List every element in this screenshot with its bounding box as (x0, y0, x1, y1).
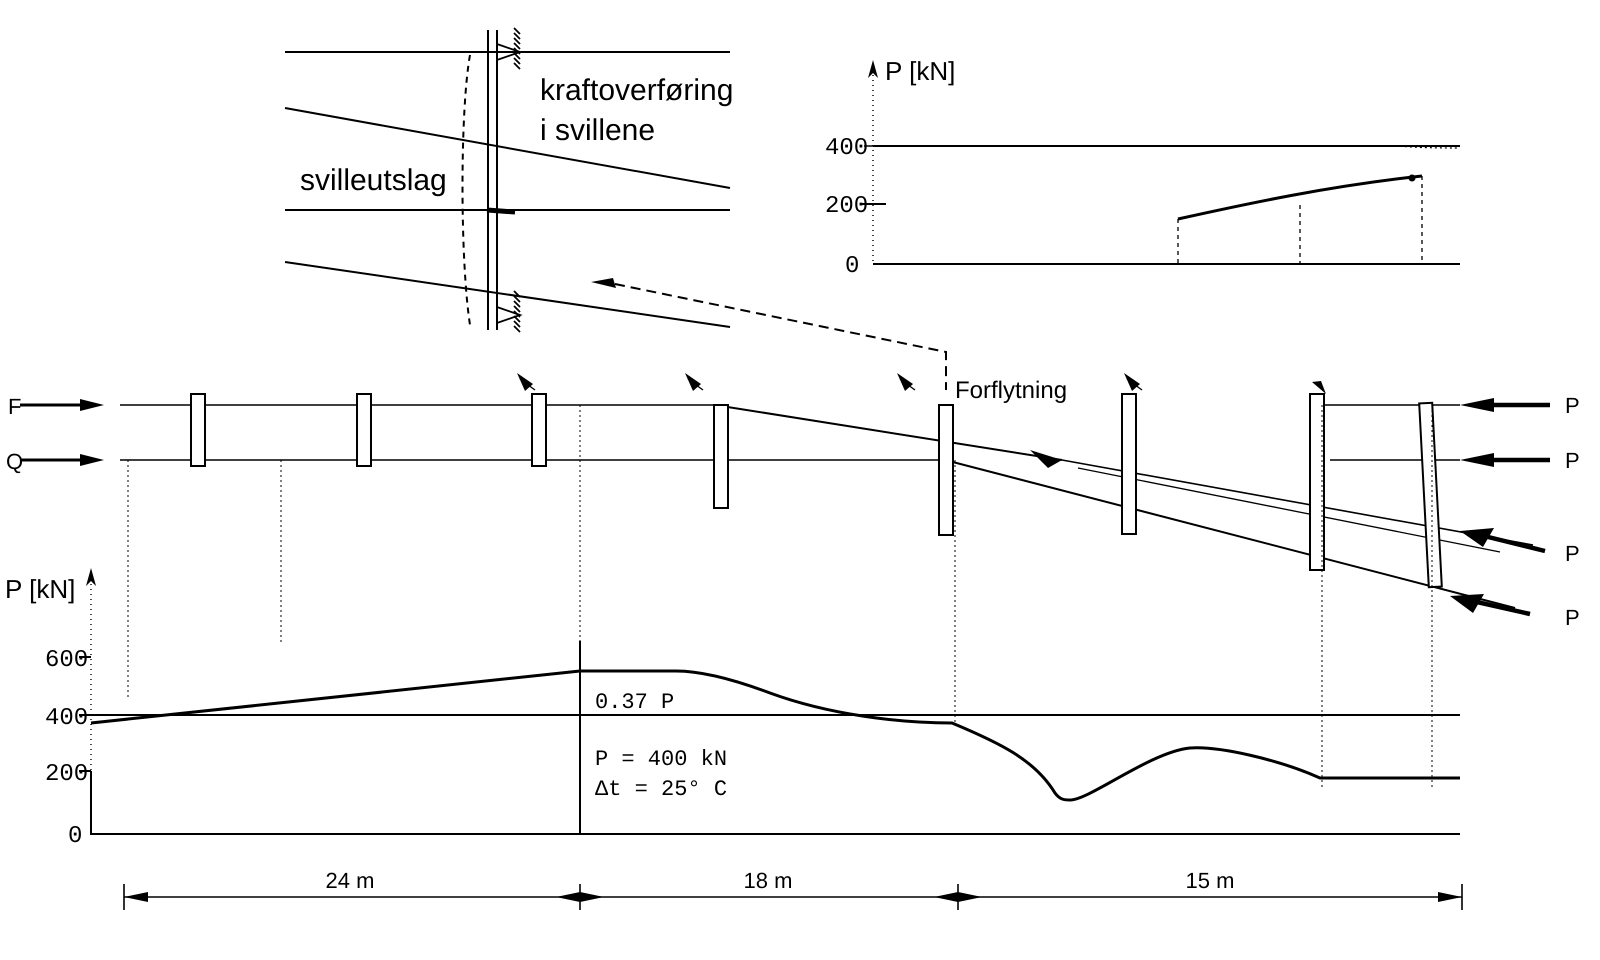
svg-text:F: F (8, 394, 21, 419)
svg-text:Q: Q (6, 449, 23, 474)
svg-text:600: 600 (45, 647, 88, 674)
svg-text:400: 400 (45, 705, 88, 732)
svg-text:P [kN]: P [kN] (885, 56, 955, 86)
svg-text:0: 0 (845, 253, 859, 280)
svg-text:15 m: 15 m (1186, 868, 1235, 893)
svg-text:Δt = 25° C: Δt = 25° C (595, 777, 727, 802)
svg-text:i svillene: i svillene (540, 114, 655, 147)
svg-text:kraftoverføring: kraftoverføring (540, 74, 733, 107)
svg-text:Forflytning: Forflytning (955, 377, 1067, 404)
svg-text:400: 400 (825, 135, 868, 162)
svg-text:200: 200 (45, 761, 88, 788)
svg-text:P: P (1565, 541, 1580, 566)
svg-text:0: 0 (68, 823, 82, 850)
svg-text:P: P (1565, 605, 1580, 630)
svg-text:0.37 P: 0.37 P (595, 690, 674, 715)
svg-text:P: P (1565, 393, 1580, 418)
svg-text:svilleutslag: svilleutslag (300, 164, 447, 197)
svg-text:200: 200 (825, 193, 868, 220)
svg-text:24 m: 24 m (326, 868, 375, 893)
svg-text:P [kN]: P [kN] (5, 574, 75, 604)
svg-text:P = 400 kN: P = 400 kN (595, 747, 727, 772)
svg-text:P: P (1565, 448, 1580, 473)
svg-text:18 m: 18 m (744, 868, 793, 893)
